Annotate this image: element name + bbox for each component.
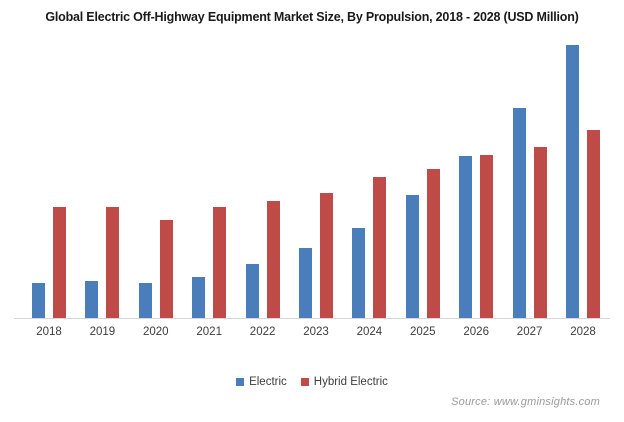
bar-group [344, 45, 394, 318]
chart-legend: Electric Hybrid Electric [0, 376, 624, 388]
x-axis-label: 2021 [196, 326, 222, 338]
bar-group [451, 45, 501, 318]
x-axis-label: 2022 [249, 326, 276, 338]
bar-group [558, 45, 608, 318]
legend-item-electric[interactable]: Electric [236, 376, 287, 388]
x-axis-label: 2027 [516, 326, 543, 338]
x-axis-label: 2023 [303, 326, 329, 338]
bar-group [505, 45, 555, 318]
bar-hybrid-electric[interactable] [53, 207, 66, 318]
chart-title: Global Electric Off-Highway Equipment Ma… [45, 10, 579, 24]
bar-electric[interactable] [138, 283, 152, 318]
bar-hybrid-electric[interactable] [533, 147, 547, 318]
bar-hybrid-electric[interactable] [266, 201, 280, 318]
bar-hybrid-electric[interactable] [320, 193, 333, 318]
bar-group [77, 45, 127, 318]
bar-group [398, 45, 448, 318]
bar-hybrid-electric[interactable] [373, 177, 387, 318]
bar-hybrid-electric[interactable] [587, 130, 600, 318]
bar-hybrid-electric[interactable] [159, 220, 173, 318]
bar-electric[interactable] [245, 264, 259, 318]
x-axis-label: 2019 [89, 326, 116, 338]
bar-group [131, 45, 181, 318]
bar-hybrid-electric[interactable] [426, 169, 440, 318]
x-axis-label: 2024 [356, 326, 383, 338]
bar-group [291, 45, 341, 318]
x-axis-labels: 2018 2019 2020 2021 2022 2023 2024 2025 2026 2027… [14, 322, 610, 344]
bar-electric[interactable] [459, 156, 473, 318]
legend-item-hybrid-electric[interactable]: Hybrid Electric [300, 376, 388, 388]
bar-hybrid-electric[interactable] [106, 207, 120, 318]
legend-label-electric: Electric [249, 376, 287, 388]
hybrid-electric-swatch-icon [300, 378, 309, 386]
x-axis-label: 2020 [143, 326, 169, 338]
legend-label-hybrid-electric: Hybrid Electric [313, 376, 388, 388]
bar-electric[interactable] [566, 45, 579, 318]
x-axis-label: 2026 [463, 326, 489, 338]
bar-electric[interactable] [32, 283, 45, 318]
source-attribution: Source: www.gminsights.com [451, 396, 600, 408]
bar-group [24, 45, 74, 318]
x-axis-baseline [14, 318, 610, 319]
x-axis-label: 2028 [570, 326, 596, 338]
bar-group [184, 45, 234, 318]
electric-swatch-icon [236, 378, 245, 386]
bar-electric[interactable] [299, 248, 312, 318]
bar-electric[interactable] [85, 281, 99, 318]
bar-hybrid-electric[interactable] [480, 155, 494, 318]
bar-electric[interactable] [405, 195, 419, 318]
bar-electric[interactable] [192, 277, 206, 318]
bar-electric[interactable] [512, 108, 526, 318]
bar-electric[interactable] [352, 228, 366, 318]
bar-hybrid-electric[interactable] [213, 207, 227, 318]
x-axis-label: 2025 [410, 326, 436, 338]
bar-group [238, 45, 288, 318]
bar-groups [14, 45, 610, 318]
x-axis-label: 2018 [36, 326, 62, 338]
